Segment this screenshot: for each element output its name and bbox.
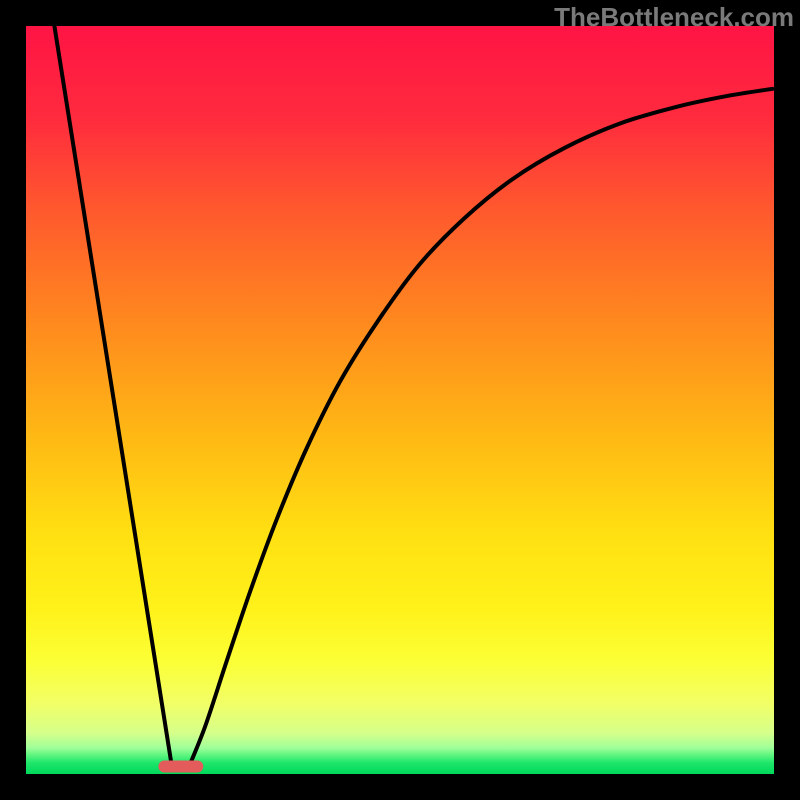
optimal-point-marker <box>158 761 203 773</box>
chart-background-gradient <box>26 26 774 774</box>
watermark-text: TheBottleneck.com <box>554 2 794 33</box>
bottleneck-chart <box>0 0 800 800</box>
chart-container: TheBottleneck.com <box>0 0 800 800</box>
